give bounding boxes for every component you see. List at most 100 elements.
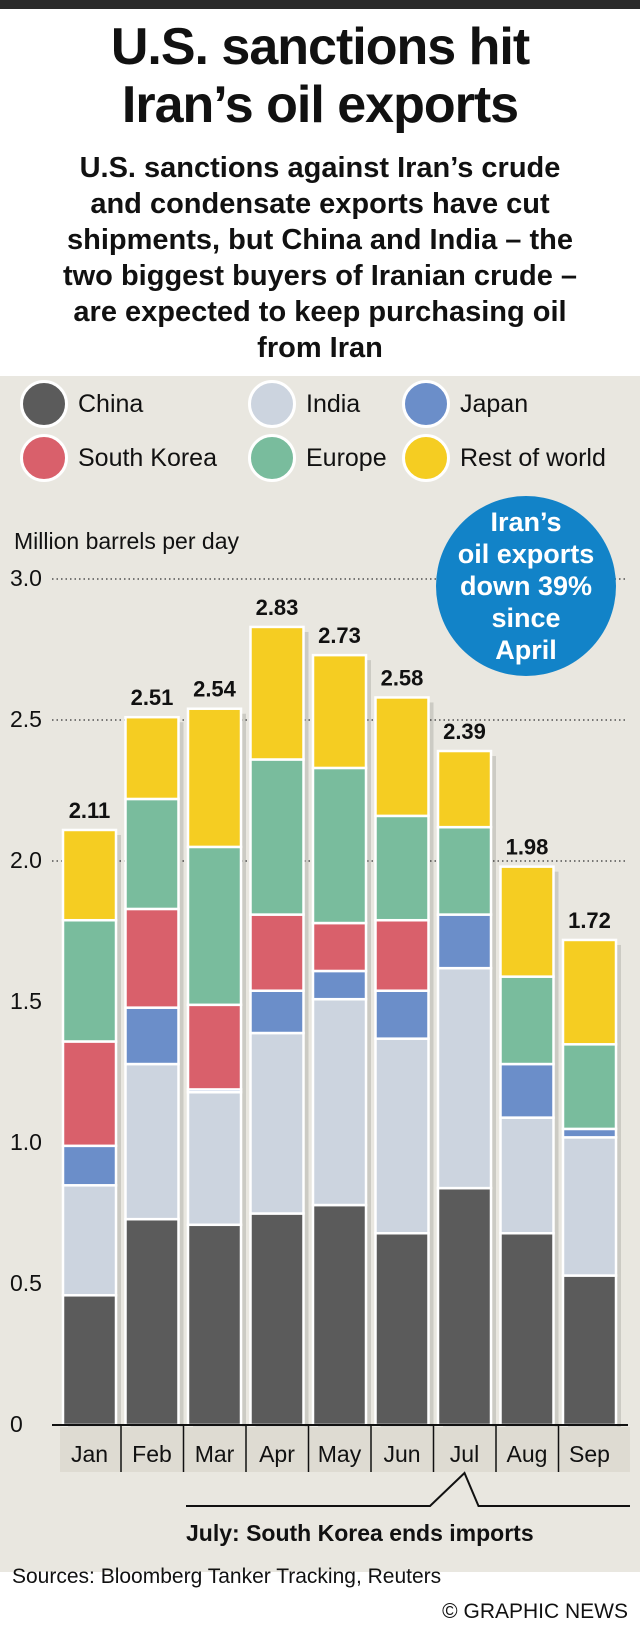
bar-segment — [561, 938, 618, 1046]
bar-segment — [374, 1231, 430, 1427]
legend-item-india: India — [248, 380, 360, 428]
legend-swatch — [20, 380, 68, 428]
callout-line: down 39% — [459, 571, 593, 601]
bar-segment — [61, 1184, 118, 1297]
bar-segment — [61, 828, 118, 922]
bar-segment — [499, 1231, 555, 1427]
annotation-pointer — [186, 1471, 630, 1507]
bar-segment — [249, 989, 305, 1035]
bar-total-label: 2.11 — [69, 798, 111, 823]
legend-label: South Korea — [78, 443, 217, 472]
bar-segment — [436, 1186, 493, 1427]
bar-segment — [186, 1003, 243, 1091]
bar-segment — [186, 1090, 243, 1227]
bar-total-label: 2.39 — [443, 719, 486, 744]
legend-label: India — [306, 389, 361, 418]
bar-segment — [124, 907, 180, 1009]
bar-total-label: 2.51 — [131, 685, 174, 710]
bar-segment — [311, 653, 368, 770]
x-tick-label: Apr — [259, 1441, 295, 1467]
subtitle-line: from Iran — [257, 332, 383, 364]
subtitle-line: U.S. sanctions against Iran’s crude — [79, 152, 561, 184]
bar-segment — [499, 1116, 555, 1235]
y-tick-label: 0.5 — [10, 1270, 42, 1296]
july-annotation: July: South Korea ends imports — [186, 1520, 534, 1546]
legend-label: China — [78, 389, 144, 418]
subtitle-line: and condensate exports have cut — [90, 188, 550, 220]
callout-badge: Iran’s oil exports down 39% since April — [436, 496, 616, 676]
bar-segment — [311, 1203, 368, 1427]
bar-segment — [124, 797, 180, 911]
top-rule — [0, 0, 640, 9]
x-tick-label: Feb — [132, 1441, 172, 1467]
y-tick-label: 2.0 — [10, 847, 42, 873]
callout-line: since — [491, 603, 561, 633]
legend-label: Europe — [306, 443, 387, 472]
callout-line: April — [495, 635, 557, 665]
bar-segment — [61, 1040, 118, 1148]
bar-segment — [561, 1136, 618, 1277]
bar-segment — [436, 913, 493, 970]
title-line-1: U.S. sanctions hit — [110, 18, 530, 76]
y-tick-label: 1.0 — [10, 1129, 42, 1155]
x-tick-label: May — [318, 1441, 362, 1467]
y-axis-label: Million barrels per day — [14, 528, 239, 554]
bar-segment — [249, 1031, 305, 1215]
x-axis-band — [60, 1427, 630, 1472]
bar-segment — [249, 913, 305, 992]
legend-swatch — [248, 434, 296, 482]
bar-segment — [311, 997, 368, 1207]
legend-swatch — [402, 380, 450, 428]
callout-line: Iran’s — [490, 507, 562, 537]
bar-total-label: 2.83 — [256, 595, 299, 620]
x-tick-label: Jan — [71, 1441, 108, 1467]
subtitle-line: shipments, but China and India – the — [67, 224, 573, 256]
bar-segment — [61, 1144, 118, 1187]
bar-segment — [186, 845, 243, 1007]
callout-line: oil exports — [457, 539, 595, 569]
legend-item-europe: Europe — [248, 434, 387, 482]
bar-segment — [374, 1037, 430, 1235]
legend-label: Rest of world — [460, 443, 606, 472]
credit: © GRAPHIC NEWS — [442, 1600, 628, 1623]
subtitle: U.S. sanctions against Iran’s crude and … — [20, 150, 620, 366]
x-tick-label: Sep — [569, 1441, 610, 1467]
bar-segment — [374, 696, 430, 818]
bar-total-label: 2.58 — [381, 665, 424, 690]
bar-segment — [311, 766, 368, 925]
bar-segment — [561, 1274, 618, 1427]
bar-segment — [249, 758, 305, 916]
bar-total-label: 2.73 — [318, 623, 361, 648]
bar-segment — [436, 749, 493, 829]
bar-segment — [561, 1127, 618, 1139]
legend-label: Japan — [460, 389, 529, 418]
bar-segment — [61, 1294, 118, 1427]
legend-swatch — [402, 434, 450, 482]
bar-segment — [311, 969, 368, 1001]
bar-segment — [374, 918, 430, 992]
bar-segment — [124, 1217, 180, 1427]
bar-segment — [436, 825, 493, 916]
y-tick-label: 0 — [10, 1411, 23, 1437]
y-tick-label: 3.0 — [10, 565, 42, 591]
bar-segment — [374, 814, 430, 922]
bar-segment — [249, 625, 305, 761]
bar-segment — [124, 715, 180, 801]
subtitle-line: are expected to keep purchasing oil — [73, 296, 567, 328]
legend-swatch — [248, 380, 296, 428]
bar-segment — [499, 975, 555, 1066]
bar-segment — [374, 989, 430, 1040]
bar-segment — [124, 1006, 180, 1066]
subtitle-line: two biggest buyers of Iranian crude – — [62, 260, 578, 292]
bar-segment — [499, 1062, 555, 1119]
bar-total-label: 1.98 — [506, 835, 549, 860]
legend-item-south-korea: South Korea — [20, 434, 217, 482]
bar-segment — [249, 1212, 305, 1427]
y-tick-label: 2.5 — [10, 706, 42, 732]
sources: Sources: Bloomberg Tanker Tracking, Reut… — [12, 1565, 442, 1588]
bar-total-label: 2.54 — [193, 677, 237, 702]
bar-segment — [436, 966, 493, 1190]
x-tick-label: Jul — [450, 1441, 479, 1467]
x-tick-label: Aug — [507, 1441, 548, 1467]
